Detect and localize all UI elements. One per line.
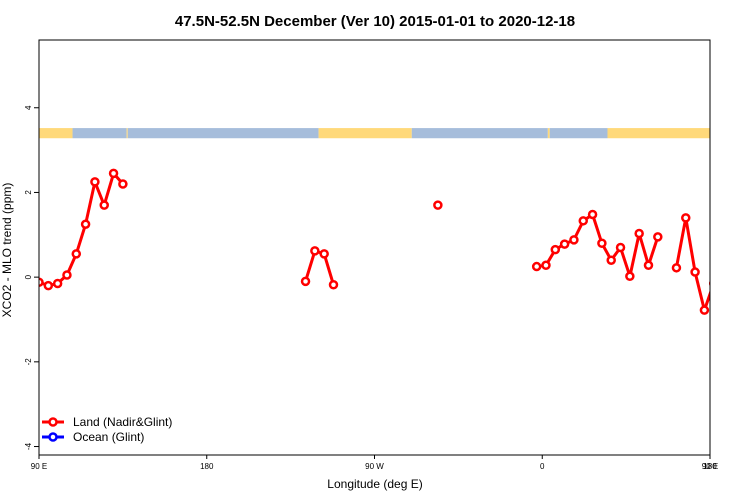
series-0-point-0-7	[99, 200, 109, 210]
series-0-point-3-11	[634, 228, 644, 239]
surface-band-ocean-3	[127, 128, 319, 139]
series-0-point-2-0	[433, 200, 443, 210]
series-0-point-1-1	[310, 246, 320, 256]
series-0-point-4-0	[671, 263, 682, 273]
surface-band-ocean-9	[710, 128, 750, 138]
plot-frame	[38, 39, 711, 456]
x-tick-label-right: 180	[703, 462, 717, 471]
series-0-point-3-3	[559, 239, 570, 249]
y-tick-label-4: 4	[24, 105, 33, 110]
surface-band-ocean-5	[411, 128, 548, 139]
series-0-point-3-12	[643, 260, 654, 271]
series-0-point-3-13	[653, 232, 663, 242]
surface-band-land-6	[547, 128, 550, 139]
surface-band	[39, 128, 750, 139]
series-0-point-0-0	[39, 277, 44, 287]
legend: Land (Nadir&Glint) Ocean (Glint)	[42, 415, 172, 444]
series-0-point-4-2	[690, 267, 700, 277]
series-0-point-4-5	[720, 282, 727, 289]
series-0-point-4-7	[738, 272, 745, 279]
series-0-point-0-5	[80, 219, 91, 229]
legend-ocean-label: Ocean (Glint)	[73, 430, 144, 444]
surface-band-land-2	[126, 128, 128, 139]
surface-band-ocean-7	[549, 128, 608, 139]
legend-item-land: Land (Nadir&Glint)	[42, 415, 172, 429]
series-0-point-0-2	[52, 278, 63, 289]
series-0-point-4-1	[681, 213, 691, 223]
series-0-point-3-0	[531, 261, 542, 272]
x-tick-label-0: 90 E	[31, 462, 47, 471]
y-tick-label-0: -4	[24, 442, 33, 450]
series-0-point-0-9	[118, 179, 128, 189]
series-0-point-0-1	[43, 280, 54, 291]
legend-ocean-marker	[48, 432, 58, 442]
y-tick-label-3: 2	[24, 190, 33, 195]
y-tick-label-2: 0	[24, 274, 33, 279]
x-tick-label-3: 0	[540, 462, 545, 471]
series-0-point-3-8	[606, 255, 616, 265]
x-tick-label-1: 180	[200, 462, 214, 471]
series-0-point-0-4	[71, 249, 82, 259]
series-0-point-3-10	[625, 271, 635, 282]
x-tick-label-4: 90 E	[702, 462, 718, 471]
series-layer	[39, 168, 745, 315]
series-0-point-4-6	[729, 280, 736, 287]
legend-item-ocean: Ocean (Glint)	[42, 430, 144, 444]
surface-band-land-8	[607, 128, 710, 139]
x-tick-label-2: 90 W	[365, 462, 384, 471]
series-0-point-3-2	[550, 244, 561, 255]
series-0-point-3-5	[578, 216, 589, 226]
series-0-point-3-1	[541, 260, 551, 271]
series-0-point-1-0	[300, 276, 311, 287]
x-axis-label: Longitude (deg E)	[327, 477, 422, 491]
legend-land-label: Land (Nadir&Glint)	[73, 415, 172, 429]
series-0-point-4-3	[699, 305, 710, 315]
series-0-point-1-3	[328, 280, 339, 290]
surface-band-land-4	[318, 128, 412, 139]
surface-band-land-0	[39, 128, 73, 139]
series-0-point-3-9	[615, 242, 626, 253]
series-0-line-4	[674, 216, 710, 312]
series-0-point-0-8	[108, 168, 119, 179]
series-0-point-3-6	[587, 209, 598, 220]
series-0-point-4-4	[708, 280, 710, 287]
series-0-point-0-6	[90, 177, 100, 187]
series-0-point-3-4	[569, 235, 579, 245]
series-0-point-1-2	[319, 249, 329, 259]
y-axis-label: XCO2 - MLO trend (ppm)	[0, 183, 14, 318]
series-0-line-0	[39, 171, 125, 288]
series-0-line-1	[304, 249, 335, 286]
series-0-point-3-7	[597, 238, 607, 249]
series-0-point-0-3	[62, 270, 72, 280]
chart-title: 47.5N-52.5N December (Ver 10) 2015-01-01…	[175, 13, 575, 30]
y-tick-label-1: -2	[24, 358, 33, 366]
legend-land-marker	[48, 417, 58, 427]
y-axis: -4 -2 0 2 4	[24, 105, 39, 450]
surface-band-ocean-1	[72, 128, 127, 139]
